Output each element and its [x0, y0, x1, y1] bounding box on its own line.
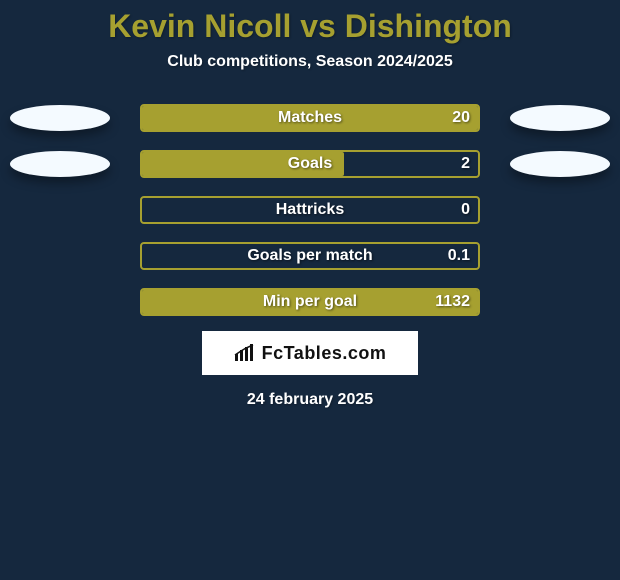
player-left-marker: [10, 105, 110, 131]
stat-row: Goals2: [0, 147, 620, 181]
stat-value: 2: [461, 155, 470, 173]
snapshot-date: 24 february 2025: [0, 391, 620, 409]
bar-chart-icon: [234, 344, 256, 362]
stat-bar: Goals per match0.1: [140, 242, 480, 270]
stat-row: Hattricks0: [0, 193, 620, 227]
stat-row: Goals per match0.1: [0, 239, 620, 273]
stats-list: Matches20 Goals2 Hattricks0 Goals per match…: [0, 101, 620, 319]
stat-bar: Goals2: [140, 150, 480, 178]
stat-value: 0.1: [448, 247, 470, 265]
stat-bar-fill: [142, 290, 478, 314]
brand-badge[interactable]: FcTables.com: [202, 331, 418, 375]
player-left-marker: [10, 151, 110, 177]
stat-value: 0: [461, 201, 470, 219]
page-subtitle: Club competitions, Season 2024/2025: [0, 53, 620, 71]
stat-bar-fill: [142, 152, 344, 176]
page-title: Kevin Nicoll vs Dishington: [0, 0, 620, 45]
stat-bar: Matches20: [140, 104, 480, 132]
player-right-marker: [510, 105, 610, 131]
stat-bar: Min per goal1132: [140, 288, 480, 316]
brand-text: FcTables.com: [262, 343, 387, 364]
stat-label: Goals per match: [142, 247, 478, 265]
stat-row: Min per goal1132: [0, 285, 620, 319]
stat-row: Matches20: [0, 101, 620, 135]
comparison-card: Kevin Nicoll vs Dishington Club competit…: [0, 0, 620, 580]
stat-bar: Hattricks0: [140, 196, 480, 224]
stat-bar-fill: [142, 106, 478, 130]
player-right-marker: [510, 151, 610, 177]
stat-label: Hattricks: [142, 201, 478, 219]
